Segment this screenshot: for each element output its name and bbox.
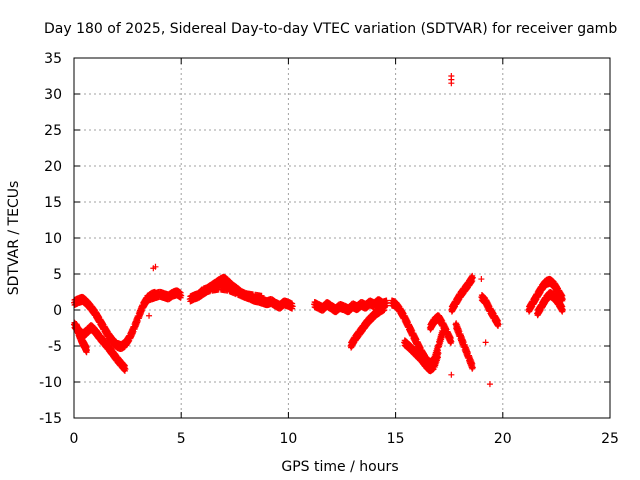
data-points bbox=[71, 73, 566, 388]
y-tick-label: 10 bbox=[44, 231, 62, 247]
x-tick-label: 0 bbox=[70, 431, 79, 447]
y-tick-label: 20 bbox=[44, 159, 62, 175]
data-point bbox=[448, 80, 455, 87]
x-tick-label: 20 bbox=[494, 431, 512, 447]
chart-title: Day 180 of 2025, Sidereal Day-to-day VTE… bbox=[44, 21, 617, 37]
data-point bbox=[478, 276, 485, 283]
y-tick-label: -15 bbox=[39, 411, 62, 427]
y-tick-label: 35 bbox=[44, 51, 62, 67]
x-tick-label: 15 bbox=[387, 431, 405, 447]
x-tick-label: 10 bbox=[279, 431, 297, 447]
data-point bbox=[448, 371, 455, 378]
data-point bbox=[178, 292, 185, 299]
axis-ticks: 0 5 10 15 20 25 -15 -10 -5 0 5 10 15 20 25 30 35 bbox=[39, 51, 619, 447]
y-tick-label: -10 bbox=[39, 375, 62, 391]
x-tick-label: 25 bbox=[601, 431, 619, 447]
y-tick-label: 0 bbox=[53, 303, 62, 319]
x-tick-label: 5 bbox=[177, 431, 186, 447]
data-point bbox=[486, 381, 493, 388]
data-point bbox=[83, 347, 90, 354]
data-point bbox=[122, 366, 129, 373]
grid bbox=[74, 58, 610, 418]
y-tick-label: 25 bbox=[44, 123, 62, 139]
y-tick-label: -5 bbox=[48, 339, 62, 355]
data-point bbox=[482, 339, 489, 346]
y-tick-label: 30 bbox=[44, 87, 62, 103]
y-axis-title: SDTVAR / TECUs bbox=[6, 181, 22, 296]
data-point bbox=[146, 312, 153, 319]
y-tick-label: 5 bbox=[53, 267, 62, 283]
x-axis-title: GPS time / hours bbox=[281, 459, 398, 475]
y-tick-label: 15 bbox=[44, 195, 62, 211]
